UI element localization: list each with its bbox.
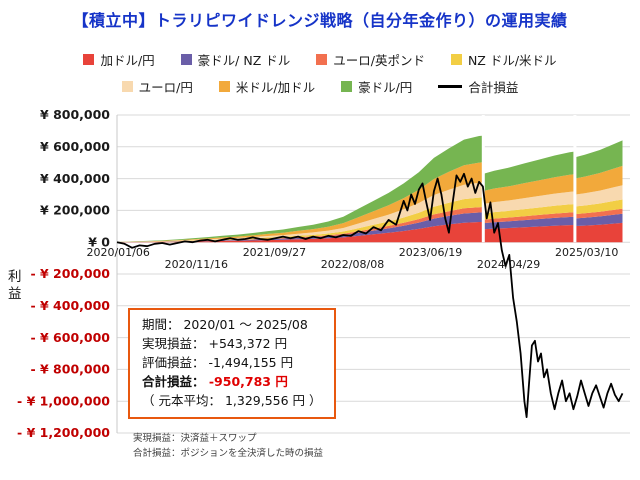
legend-item: 豪ドル/ NZ ドル bbox=[180, 50, 291, 69]
y-tick-label: - ¥ 800,000 bbox=[30, 362, 110, 377]
y-tick-label: ¥ 800,000 bbox=[40, 107, 110, 122]
legend-row: ユーロ/円 米ドル/加ドル 豪ドル/円 合計損益 bbox=[121, 77, 518, 96]
legend-line-swatch-icon bbox=[438, 85, 463, 88]
x-tick-label: 2024/04/29 bbox=[477, 258, 540, 271]
legend-item: ユーロ/円 bbox=[121, 77, 193, 96]
y-axis-title-char: 益 bbox=[8, 286, 22, 302]
summary-total-label: 合計損益： bbox=[142, 374, 209, 389]
legend-label: NZ ドル/米ドル bbox=[467, 53, 557, 68]
legend-label: ユーロ/英ポンド bbox=[333, 53, 425, 68]
total-line bbox=[116, 172, 624, 418]
legend-label: 豪ドル/円 bbox=[358, 80, 413, 95]
legend-label: ユーロ/円 bbox=[138, 80, 193, 95]
area-gap bbox=[573, 115, 577, 243]
x-axis-labels: 2020/01/06 2020/11/16 2021/09/27 2022/08/08… bbox=[86, 246, 618, 271]
x-tick-label: 2023/06/19 bbox=[399, 246, 462, 259]
area-series bbox=[117, 212, 623, 243]
y-tick-label: ¥ 600,000 bbox=[40, 139, 110, 154]
y-tick-label: ¥ 200,000 bbox=[40, 203, 110, 218]
x-tick-label: 2025/03/10 bbox=[555, 246, 618, 259]
legend-item: 米ドル/加ドル bbox=[218, 77, 316, 96]
y-axis-title: 利益 bbox=[8, 269, 22, 302]
legend-color-swatch-icon bbox=[180, 54, 192, 65]
legend-color-swatch-icon bbox=[450, 54, 462, 65]
legend-item: ユーロ/英ポンド bbox=[316, 50, 425, 69]
stacked-areas bbox=[117, 135, 623, 243]
x-tick-label: 2020/01/06 bbox=[86, 246, 149, 259]
y-tick-label: - ¥ 200,000 bbox=[30, 266, 110, 281]
page-title: 【積立中】トラリピワイドレンジ戦略（自分年金作り）の運用実績 bbox=[72, 11, 568, 30]
legend-color-swatch-icon bbox=[121, 81, 133, 92]
footnotes: 実現損益：決済益＋スワップ 合計損益：ポジションを全決済した時の損益 bbox=[133, 431, 323, 461]
x-tick-label: 2022/08/08 bbox=[321, 258, 384, 271]
area-gap bbox=[481, 115, 485, 243]
footnote-realized: 実現損益：決済益＋スワップ bbox=[133, 433, 257, 444]
x-tick-label: 2020/11/16 bbox=[165, 258, 228, 271]
summary-valuation: 評価損益： -1,494,155 円 bbox=[142, 355, 294, 370]
y-tick-label: - ¥ 600,000 bbox=[30, 330, 110, 345]
legend-color-swatch-icon bbox=[218, 81, 230, 92]
summary-total: 合計損益： -950,783 円 bbox=[142, 372, 322, 391]
y-tick-label: ¥ 400,000 bbox=[40, 171, 110, 186]
y-tick-label: - ¥ 400,000 bbox=[30, 298, 110, 313]
legend-color-swatch-icon bbox=[316, 54, 328, 65]
legend: 加ドル/円 豪ドル/ NZ ドル ユーロ/英ポンド NZ ドル/米ドルユーロ/円 米ドル… bbox=[0, 50, 640, 96]
summary-box: 期間： 2020/01 ～ 2025/08 実現損益： +543,372 円 評… bbox=[128, 308, 336, 419]
summary-principal: （ 元本平均： 1,329,556 円 ） bbox=[142, 393, 322, 408]
legend-item: NZ ドル/米ドル bbox=[450, 50, 557, 69]
y-axis-title-char: 利 bbox=[8, 269, 22, 285]
y-axis-labels: ¥ 800,000 ¥ 600,000 ¥ 400,000 ¥ 200,000 ¥ 0 -… bbox=[17, 107, 110, 440]
summary-period: 期間： 2020/01 ～ 2025/08 bbox=[142, 317, 308, 332]
y-tick-label: - ¥ 1,000,000 bbox=[17, 393, 110, 408]
legend-label: 合計損益 bbox=[468, 80, 519, 95]
legend-item: 合計損益 bbox=[438, 77, 518, 96]
x-tick-label: 2021/09/27 bbox=[243, 246, 306, 259]
legend-item: 加ドル/円 bbox=[83, 50, 155, 69]
summary-realized: 実現損益： +543,372 円 bbox=[142, 336, 288, 351]
footnote-total: 合計損益：ポジションを全決済した時の損益 bbox=[133, 448, 324, 460]
area-series bbox=[117, 222, 623, 243]
legend-label: 米ドル/加ドル bbox=[235, 80, 316, 95]
legend-item: 豪ドル/円 bbox=[341, 77, 412, 96]
legend-row: 加ドル/円 豪ドル/ NZ ドル ユーロ/英ポンド NZ ドル/米ドル bbox=[83, 50, 557, 69]
legend-label: 加ドル/円 bbox=[100, 53, 155, 68]
legend-label: 豪ドル/ NZ ドル bbox=[197, 53, 291, 68]
y-tick-label: - ¥ 1,200,000 bbox=[17, 425, 110, 440]
legend-color-swatch-icon bbox=[83, 54, 95, 65]
y-tick-label: ¥ 0 bbox=[88, 234, 110, 249]
legend-color-swatch-icon bbox=[341, 81, 353, 92]
summary-total-value: -950,783 円 bbox=[208, 374, 288, 389]
